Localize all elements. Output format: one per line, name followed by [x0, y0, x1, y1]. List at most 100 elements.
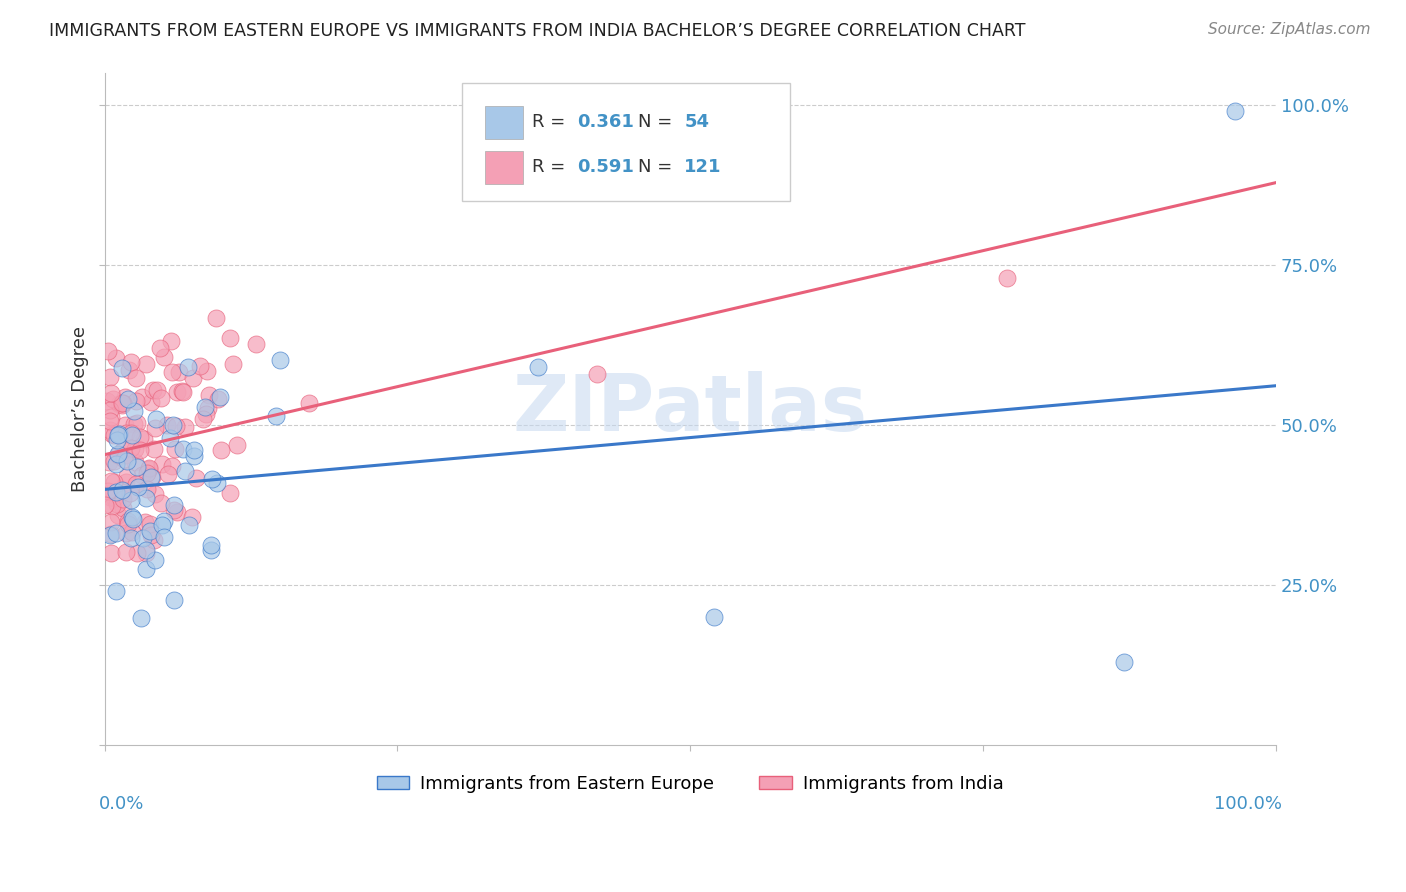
Point	[135, 546, 157, 560]
Point	[104, 351, 127, 365]
Point	[105, 433, 128, 447]
Point	[98, 527, 121, 541]
Point	[139, 470, 162, 484]
Point	[166, 505, 188, 519]
Point	[136, 482, 159, 496]
Point	[122, 404, 145, 418]
Point	[205, 311, 228, 326]
Text: 0.0%: 0.0%	[98, 796, 143, 814]
Point	[149, 496, 172, 510]
Point	[117, 514, 139, 528]
Point	[96, 394, 118, 409]
Point	[97, 344, 120, 359]
Point	[150, 517, 173, 532]
Text: R =: R =	[531, 158, 571, 176]
Point	[156, 417, 179, 432]
Point	[111, 442, 134, 457]
Point	[143, 533, 166, 547]
Point	[127, 480, 149, 494]
Point	[94, 499, 117, 513]
Point	[100, 385, 122, 400]
Point	[205, 475, 228, 490]
Point	[121, 428, 143, 442]
Point	[162, 592, 184, 607]
FancyBboxPatch shape	[461, 83, 790, 201]
Point	[225, 438, 247, 452]
Point	[143, 553, 166, 567]
Point	[165, 419, 187, 434]
Text: 100.0%: 100.0%	[1213, 796, 1282, 814]
Point	[111, 483, 134, 497]
Point	[166, 385, 188, 400]
Point	[245, 337, 267, 351]
Point	[145, 412, 167, 426]
Point	[100, 474, 122, 488]
Point	[163, 502, 186, 516]
Text: 0.361: 0.361	[576, 113, 634, 131]
Point	[172, 384, 194, 399]
Point	[121, 525, 143, 540]
Point	[150, 391, 173, 405]
Point	[112, 452, 135, 467]
Text: 54: 54	[685, 113, 710, 131]
Point	[194, 400, 217, 414]
Point	[117, 392, 139, 406]
Point	[120, 425, 142, 440]
Point	[98, 403, 121, 417]
Point	[143, 487, 166, 501]
Point	[142, 383, 165, 397]
Point	[191, 412, 214, 426]
Point	[100, 546, 122, 560]
Point	[128, 443, 150, 458]
Point	[269, 352, 291, 367]
Point	[125, 370, 148, 384]
Point	[125, 477, 148, 491]
Text: R =: R =	[531, 113, 571, 131]
Point	[195, 364, 218, 378]
Point	[131, 468, 153, 483]
Point	[120, 355, 142, 369]
Point	[163, 442, 186, 456]
FancyBboxPatch shape	[485, 151, 523, 184]
Point	[219, 485, 242, 500]
Point	[103, 427, 125, 442]
Point	[1223, 104, 1246, 119]
Point	[111, 483, 134, 498]
Point	[103, 454, 125, 468]
Point	[100, 527, 122, 541]
Point	[995, 270, 1018, 285]
Point	[153, 530, 176, 544]
Point	[124, 442, 146, 456]
Point	[150, 458, 173, 472]
Point	[167, 365, 190, 379]
Point	[703, 610, 725, 624]
Point	[153, 350, 176, 364]
Point	[135, 562, 157, 576]
Point	[115, 526, 138, 541]
Point	[105, 526, 128, 541]
Point	[105, 457, 128, 471]
Point	[139, 524, 162, 538]
Point	[114, 545, 136, 559]
Point	[125, 393, 148, 408]
Point	[115, 469, 138, 483]
Point	[172, 442, 194, 456]
Point	[159, 334, 181, 349]
Point	[100, 515, 122, 529]
Point	[98, 414, 121, 428]
Point	[170, 384, 193, 398]
Point	[107, 508, 129, 522]
Point	[139, 527, 162, 541]
Point	[135, 357, 157, 371]
Point	[111, 501, 134, 516]
Point	[183, 450, 205, 464]
Point	[139, 516, 162, 531]
Point	[103, 392, 125, 407]
Point	[127, 460, 149, 475]
Point	[195, 408, 218, 422]
Point	[134, 515, 156, 529]
Text: N =: N =	[637, 113, 678, 131]
Point	[527, 359, 550, 374]
Text: ZIPatlas: ZIPatlas	[513, 371, 868, 447]
Point	[112, 396, 135, 410]
